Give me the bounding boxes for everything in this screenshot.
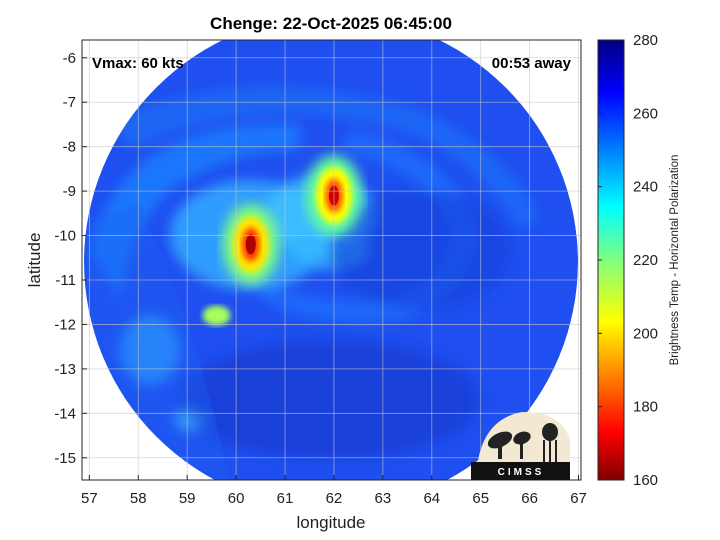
x-axis-ticks: 57 58 59 60 61 62 63 64 65 66 67	[81, 475, 587, 507]
colorbar-tick-label: 180	[633, 399, 658, 416]
colorbar-tick-label: 260	[633, 105, 658, 122]
y-axis-ticks: -6 -7 -8 -9 -10 -11 -12 -13 -14 -15	[54, 50, 87, 467]
satellite-dish-icon	[487, 431, 531, 459]
y-tick-label: -7	[63, 94, 76, 111]
colorbar-ticks: 160 180 200 220 240 260 280	[598, 32, 658, 489]
colorbar: 160 180 200 220 240 260 280 Brightness Temp - …	[597, 32, 681, 489]
colorbar-tick-label: 220	[633, 252, 658, 269]
x-tick-label: 57	[81, 490, 98, 507]
logo-text: CIMSS	[498, 467, 545, 478]
x-tick-label: 66	[521, 490, 538, 507]
x-tick-label: 65	[472, 490, 489, 507]
y-tick-label: -8	[63, 139, 76, 156]
x-tick-label: 60	[228, 490, 245, 507]
gridlines	[82, 40, 581, 480]
x-axis-label: longitude	[296, 513, 365, 532]
x-tick-label: 63	[375, 490, 392, 507]
y-tick-label: -13	[54, 361, 76, 378]
vmax-annotation: Vmax: 60 kts	[92, 55, 184, 72]
plot-frame	[81, 39, 582, 481]
y-tick-label: -12	[54, 316, 76, 333]
x-tick-label: 67	[570, 490, 587, 507]
feature-core	[245, 234, 256, 255]
x-tick-label: 61	[277, 490, 294, 507]
y-tick-label: -14	[54, 405, 76, 422]
logo-bar	[471, 462, 570, 480]
y-tick-label: -11	[55, 272, 76, 289]
microwave-swath	[84, 40, 578, 480]
colorbar-tick-label: 240	[633, 179, 658, 196]
colorbar-tick-label: 280	[633, 32, 658, 49]
colorbar-gradient	[597, 39, 625, 481]
feature-cold-core-west	[222, 204, 279, 285]
time-away-annotation: 00:53 away	[492, 55, 572, 72]
y-tick-label: -9	[63, 183, 76, 200]
y-axis-label: latitude	[25, 233, 44, 288]
y-tick-label: -6	[63, 50, 76, 67]
colorbar-label: Brightness Temp - Horizontal Polarizatio…	[669, 155, 681, 366]
feature-blob	[202, 305, 231, 326]
x-tick-label: 62	[326, 490, 343, 507]
x-tick-label: 58	[130, 490, 147, 507]
water-tower-icon	[542, 423, 558, 462]
colorbar-tick-label: 200	[633, 325, 658, 342]
x-tick-label: 59	[179, 490, 196, 507]
feature-outer-band	[202, 305, 231, 326]
cimss-logo: CIMSS	[471, 412, 570, 480]
y-tick-label: -10	[54, 228, 76, 245]
chart-title: Chenge: 22-Oct-2025 06:45:00	[210, 14, 452, 33]
x-tick-label: 64	[423, 490, 440, 507]
y-tick-label: -15	[54, 450, 76, 467]
colorbar-tick-label: 160	[633, 472, 658, 489]
